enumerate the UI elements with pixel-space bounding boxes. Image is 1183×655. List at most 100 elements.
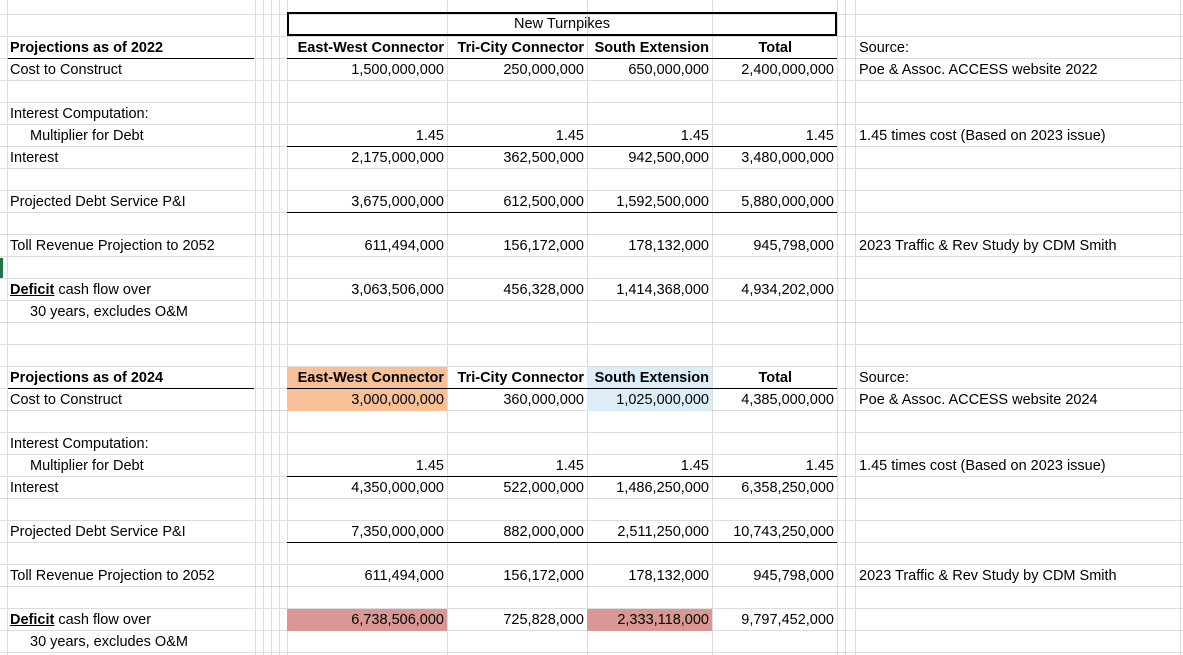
deficit-cell[interactable]: 2,333,118,000 — [587, 609, 712, 631]
toll-revenue-cell[interactable]: 945,798,000 — [753, 238, 834, 254]
interest-cell[interactable]: 362,500,000 — [503, 150, 584, 166]
gridline — [0, 256, 1183, 257]
col-header-total[interactable]: Total — [712, 367, 837, 389]
multiplier-cell[interactable]: 1.45 — [287, 455, 447, 477]
interest-cell[interactable]: 3,480,000,000 — [741, 150, 834, 166]
toll-revenue-cell[interactable]: 156,172,000 — [503, 568, 584, 584]
multiplier-label[interactable]: Multiplier for Debt — [30, 458, 144, 474]
col-header-east-west[interactable]: East-West Connector — [287, 367, 447, 389]
toll-revenue-cell[interactable]: 178,132,000 — [628, 238, 709, 254]
gridline — [587, 0, 588, 655]
col-header-total[interactable]: Total — [712, 37, 837, 59]
toll-revenue-note[interactable]: 2023 Traffic & Rev Study by CDM Smith — [859, 238, 1117, 254]
toll-revenue-cell[interactable]: 156,172,000 — [503, 238, 584, 254]
multiplier-cell[interactable]: 1.45 — [587, 455, 712, 477]
deficit-cell[interactable]: 1,414,368,000 — [616, 282, 709, 298]
col-header-east-west[interactable]: East-West Connector — [287, 37, 447, 59]
multiplier-label[interactable]: Multiplier for Debt — [30, 128, 144, 144]
gridline — [0, 498, 1183, 499]
col-header-south-extension[interactable]: South Extension — [587, 367, 712, 389]
cost-total-cell[interactable]: 2,400,000,000 — [741, 62, 834, 78]
cost-cell[interactable]: 1,025,000,000 — [587, 389, 712, 411]
debt-service-cell[interactable]: 3,675,000,000 — [287, 191, 447, 213]
cost-to-construct-label[interactable]: Cost to Construct — [10, 392, 123, 408]
gridline — [287, 0, 288, 655]
gridline — [0, 344, 1183, 345]
deficit-label[interactable]: Deficit cash flow over — [8, 609, 254, 631]
cost-to-construct-label[interactable]: Cost to Construct — [10, 62, 123, 78]
multiplier-cell[interactable]: 1.45 — [712, 455, 837, 477]
gridline — [0, 102, 1183, 103]
multiplier-cell[interactable]: 1.45 — [287, 125, 447, 147]
deficit-cell[interactable]: 9,797,452,000 — [741, 612, 834, 628]
debt-service-cell[interactable]: 7,350,000,000 — [287, 521, 447, 543]
gridline — [0, 520, 1183, 521]
cost-cell[interactable]: 3,000,000,000 — [287, 389, 447, 411]
section-2024-heading[interactable]: Projections as of 2024 — [8, 367, 254, 389]
gridline — [271, 0, 272, 655]
debt-service-cell[interactable]: 882,000,000 — [447, 521, 587, 543]
cost-total-cell[interactable]: 4,385,000,000 — [741, 392, 834, 408]
active-cell-indicator — [0, 258, 3, 278]
interest-cell[interactable]: 2,175,000,000 — [351, 150, 444, 166]
toll-revenue-note[interactable]: 2023 Traffic & Rev Study by CDM Smith — [859, 568, 1117, 584]
gridline — [0, 190, 1183, 191]
cost-cell[interactable]: 250,000,000 — [503, 62, 584, 78]
interest-cell[interactable]: 942,500,000 — [628, 150, 709, 166]
new-turnpikes-title[interactable]: New Turnpikes — [287, 12, 837, 36]
col-header-tri-city[interactable]: Tri-City Connector — [447, 367, 587, 389]
interest-cell[interactable]: 6,358,250,000 — [741, 480, 834, 496]
source-label[interactable]: Source: — [859, 370, 909, 386]
deficit-label-line2[interactable]: 30 years, excludes O&M — [30, 304, 188, 320]
multiplier-cell[interactable]: 1.45 — [587, 125, 712, 147]
debt-service-cell[interactable]: 612,500,000 — [447, 191, 587, 213]
interest-cell[interactable]: 1,486,250,000 — [616, 480, 709, 496]
deficit-label-line2[interactable]: 30 years, excludes O&M — [30, 634, 188, 650]
interest-cell[interactable]: 4,350,000,000 — [351, 480, 444, 496]
debt-service-cell[interactable]: 10,743,250,000 — [712, 521, 837, 543]
source-label[interactable]: Source: — [859, 40, 909, 56]
deficit-label-rest: cash flow over — [54, 612, 152, 628]
debt-service-cell[interactable]: 5,880,000,000 — [712, 191, 837, 213]
toll-revenue-label[interactable]: Toll Revenue Projection to 2052 — [10, 238, 215, 254]
interest-cell[interactable]: 522,000,000 — [503, 480, 584, 496]
gridline — [1180, 0, 1181, 655]
deficit-cell[interactable]: 456,328,000 — [503, 282, 584, 298]
col-header-tri-city[interactable]: Tri-City Connector — [447, 37, 587, 59]
cost-cell[interactable]: 1,500,000,000 — [351, 62, 444, 78]
section-2022-heading[interactable]: Projections as of 2022 — [8, 37, 254, 59]
deficit-cell[interactable]: 4,934,202,000 — [741, 282, 834, 298]
debt-service-cell[interactable]: 2,511,250,000 — [587, 521, 712, 543]
multiplier-cell[interactable]: 1.45 — [447, 455, 587, 477]
toll-revenue-label[interactable]: Toll Revenue Projection to 2052 — [10, 568, 215, 584]
cost-cell[interactable]: 650,000,000 — [628, 62, 709, 78]
col-header-south-extension[interactable]: South Extension — [587, 37, 712, 59]
gridline — [447, 0, 448, 655]
toll-revenue-cell[interactable]: 611,494,000 — [364, 568, 444, 584]
multiplier-cell[interactable]: 1.45 — [712, 125, 837, 147]
multiplier-note[interactable]: 1.45 times cost (Based on 2023 issue) — [859, 128, 1106, 144]
interest-computation-label[interactable]: Interest Computation: — [10, 106, 149, 122]
gridline — [0, 322, 1183, 323]
gridline — [0, 586, 1183, 587]
interest-label[interactable]: Interest — [10, 150, 59, 166]
multiplier-note[interactable]: 1.45 times cost (Based on 2023 issue) — [859, 458, 1106, 474]
source-text[interactable]: Poe & Assoc. ACCESS website 2022 — [859, 62, 1098, 78]
toll-revenue-cell[interactable]: 945,798,000 — [753, 568, 834, 584]
debt-service-label[interactable]: Projected Debt Service P&I — [10, 524, 186, 540]
toll-revenue-cell[interactable]: 178,132,000 — [628, 568, 709, 584]
multiplier-cell[interactable]: 1.45 — [447, 125, 587, 147]
debt-service-cell[interactable]: 1,592,500,000 — [587, 191, 712, 213]
deficit-cell[interactable]: 725,828,000 — [503, 612, 584, 628]
cost-cell[interactable]: 360,000,000 — [503, 392, 584, 408]
deficit-cell[interactable]: 6,738,506,000 — [287, 609, 447, 631]
deficit-label[interactable]: Deficit cash flow over — [8, 279, 254, 301]
deficit-cell[interactable]: 3,063,506,000 — [351, 282, 444, 298]
debt-service-label[interactable]: Projected Debt Service P&I — [10, 194, 186, 210]
toll-revenue-cell[interactable]: 611,494,000 — [364, 238, 444, 254]
gridline — [0, 564, 1183, 565]
interest-label[interactable]: Interest — [10, 480, 59, 496]
source-text[interactable]: Poe & Assoc. ACCESS website 2024 — [859, 392, 1098, 408]
interest-computation-label[interactable]: Interest Computation: — [10, 436, 149, 452]
